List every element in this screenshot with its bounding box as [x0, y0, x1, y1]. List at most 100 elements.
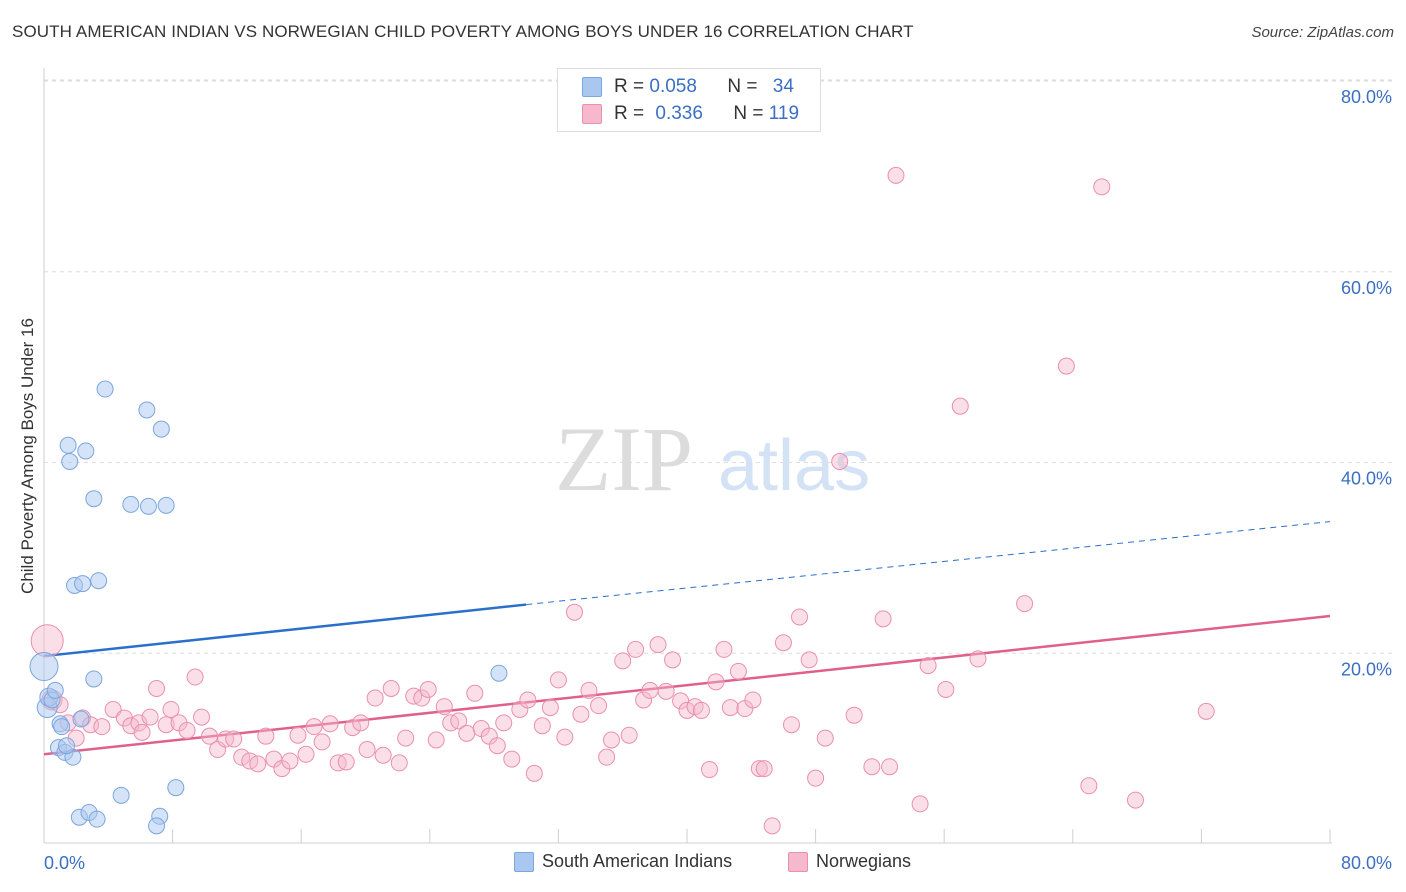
norwegians-point — [672, 692, 690, 710]
south-american-indians-points — [29, 380, 508, 835]
norwegians-point — [635, 691, 653, 709]
norwegians-point — [1126, 791, 1144, 809]
south-american-indians-point — [85, 670, 103, 688]
norwegians-point — [1197, 702, 1215, 720]
norwegians-point — [721, 699, 739, 717]
norwegians-point — [863, 758, 881, 776]
norwegians-point — [549, 671, 567, 689]
norwegians-point — [397, 729, 415, 747]
norwegians-point — [178, 721, 196, 739]
south-american-indians-point — [112, 786, 130, 804]
y-tick-label: 20.0% — [1341, 659, 1392, 679]
norwegians-point — [93, 718, 111, 736]
norwegians-point — [337, 753, 355, 771]
bottom-legend-swatch-pink — [788, 851, 808, 872]
norwegians-trend-line — [43, 614, 1331, 756]
norwegians-point — [729, 662, 747, 680]
legend-n-value: 34 — [772, 76, 794, 97]
norwegians-point — [133, 723, 151, 741]
legend-row-south-american-indians: R = 0.058 N = 34 — [582, 75, 794, 99]
norwegians-point — [249, 755, 267, 773]
south-american-indians-point — [77, 442, 95, 460]
norwegians-point — [1016, 595, 1034, 613]
x-tick-label: 0.0% — [44, 853, 85, 873]
y-tick-label: 80.0% — [1341, 87, 1392, 107]
norwegians-point — [281, 752, 299, 770]
source-label: Source: ZipAtlas.com — [1251, 24, 1394, 41]
norwegians-point — [951, 397, 969, 415]
south-american-indians-point — [74, 575, 92, 593]
norwegians-point — [572, 705, 590, 723]
norwegians-point — [911, 795, 929, 813]
legend-n-value: 119 — [768, 103, 800, 124]
norwegians-point — [919, 657, 937, 675]
norwegians-point — [1093, 178, 1111, 196]
norwegians-point — [519, 691, 537, 709]
norwegians-point — [374, 746, 392, 764]
south-american-indians-point — [157, 496, 175, 514]
norwegians-point — [390, 754, 408, 772]
norwegians-point — [807, 769, 825, 787]
south-american-indians-point — [88, 810, 106, 828]
norwegians-point — [664, 651, 682, 669]
norwegians-point — [458, 724, 476, 742]
norwegians-point — [707, 673, 725, 691]
norwegians-point — [104, 700, 122, 718]
south-american-indians-point — [90, 572, 108, 590]
norwegians-point — [488, 737, 506, 755]
legend-n-label: N = — [727, 76, 763, 97]
south-american-indians-point — [148, 817, 166, 835]
y-axis-label: Child Poverty Among Boys Under 16 — [18, 318, 37, 594]
norwegians-point — [503, 750, 521, 768]
norwegians-point — [649, 636, 667, 654]
norwegians-point — [533, 717, 551, 735]
south-american-indians-point — [61, 453, 79, 470]
norwegians-point — [620, 726, 638, 744]
bottom-legend-swatch-blue — [514, 851, 534, 872]
x-tick-label: 80.0% — [1341, 853, 1392, 873]
south-american-indians-point — [58, 737, 76, 755]
norwegians-point — [1080, 777, 1098, 795]
south-american-indians-point — [29, 652, 59, 682]
norwegians-point — [186, 668, 204, 686]
norwegians-point — [297, 745, 315, 763]
bottom-legend-south-american-indians: South American Indians — [514, 851, 732, 872]
norwegians-point — [598, 748, 616, 766]
watermark-zip: ZIP — [555, 408, 693, 510]
norwegians-point — [419, 680, 437, 698]
norwegians-point — [201, 727, 219, 745]
norwegians-point — [352, 714, 370, 732]
legend-n-label: N = — [733, 103, 769, 124]
norwegians-point — [130, 714, 148, 732]
norwegians-point — [427, 731, 445, 749]
norwegians-point — [657, 682, 675, 700]
norwegians-point — [141, 708, 159, 726]
south-american-indians-point — [490, 664, 508, 682]
south-american-indians-point — [138, 401, 156, 419]
south-american-indians-point — [96, 380, 114, 398]
norwegians-point — [313, 733, 331, 751]
norwegians-point — [845, 706, 863, 724]
norwegians-point — [450, 712, 468, 730]
norwegians-point — [157, 716, 175, 734]
bottom-legend-label: Norwegians — [816, 851, 912, 871]
norwegians-point — [225, 730, 243, 748]
norwegians-point — [614, 652, 632, 670]
legend-row-norwegians: R = 0.336 N = 119 — [582, 102, 799, 126]
legend-r-value: 0.336 — [655, 103, 703, 124]
legend-r-value: 0.058 — [649, 76, 697, 97]
norwegians-point — [678, 701, 696, 719]
norwegians-point — [193, 708, 211, 726]
norwegians-point — [763, 817, 781, 835]
y-tick-label: 60.0% — [1341, 278, 1392, 298]
y-tick-label: 40.0% — [1341, 469, 1392, 489]
south-american-indians-point — [53, 718, 71, 736]
watermark: ZIP atlas — [555, 408, 870, 510]
norwegians-point — [692, 701, 710, 719]
norwegians-point — [641, 681, 659, 699]
tick-labels: 20.0% 40.0% 60.0% 80.0% 0.0% 80.0% — [44, 87, 1392, 873]
norwegians-point — [233, 748, 251, 766]
chart-title: SOUTH AMERICAN INDIAN VS NORWEGIAN CHILD… — [12, 22, 914, 41]
norwegians-point — [744, 691, 762, 709]
